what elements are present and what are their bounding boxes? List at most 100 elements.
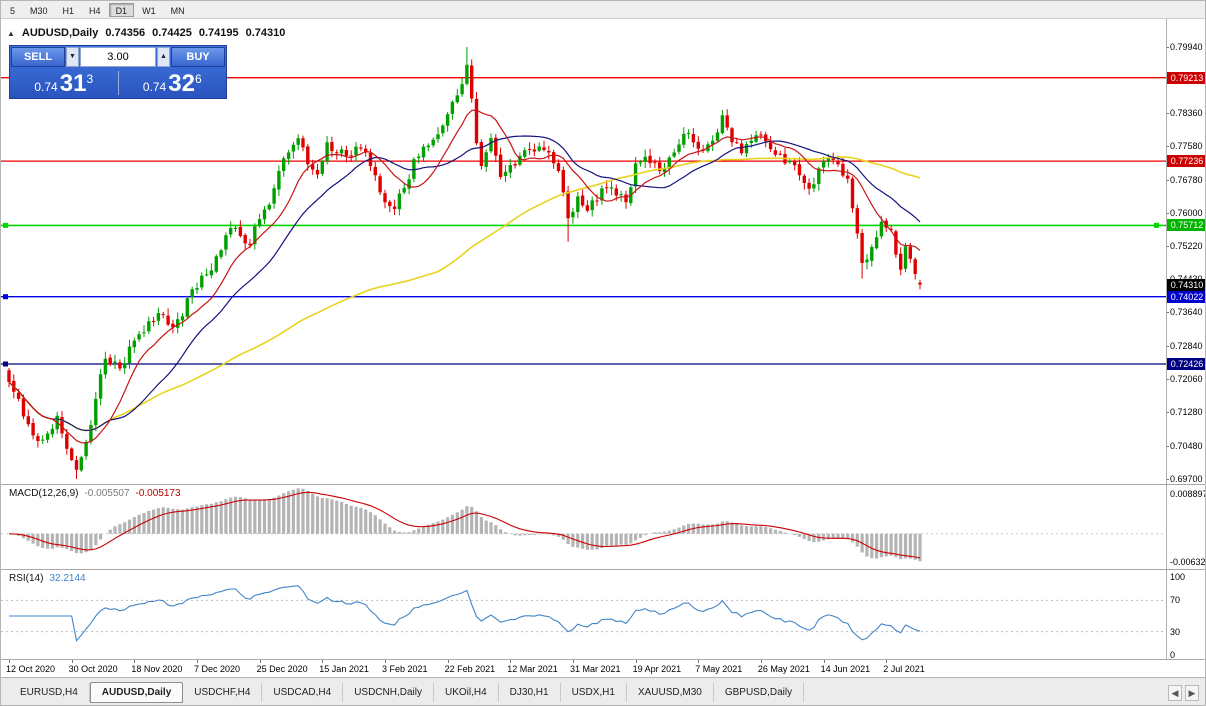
time-axis-tick (823, 660, 825, 663)
timeframe-button-w1[interactable]: W1 (142, 5, 156, 16)
price-axis-tick (1166, 113, 1169, 115)
volume-input[interactable] (80, 47, 156, 67)
price-axis-tick (1166, 46, 1169, 48)
price-axis-tick (1166, 478, 1169, 480)
price-axis-tick (1166, 212, 1169, 214)
price-axis-tick (1166, 411, 1169, 413)
chart-tab-audusd-daily[interactable]: AUDUSD,Daily (89, 682, 184, 703)
ohlc-high: 0.74425 (152, 27, 192, 39)
macd-signal-line (8, 491, 921, 559)
sell-price-point: 3 (86, 72, 94, 86)
time-axis-tick (698, 660, 700, 663)
timeframe-button-d1[interactable]: D1 (108, 2, 135, 17)
time-axis-tick (259, 660, 261, 663)
chart-tab-eurusd-h4[interactable]: EURUSD,H4 (9, 683, 90, 702)
price-level-badge: 0.77236 (1167, 155, 1205, 168)
time-axis-label: 7 Dec 2020 (193, 664, 241, 674)
time-axis-label: 3 Feb 2021 (381, 664, 428, 674)
price-axis-label: 0.76780 (1170, 174, 1203, 185)
timeframe-toolbar: 5 M30 H1 H4 D1 W1 MN (1, 1, 1205, 19)
price-axis-label: 0.70480 (1170, 440, 1203, 451)
tab-scroll-right-icon[interactable]: ▶ (1185, 685, 1199, 701)
chart-tab-usdchf-h4[interactable]: USDCHF,H4 (183, 683, 263, 702)
timeframe-button-h1[interactable]: H1 (62, 5, 75, 16)
main-chart-canvas[interactable] (1, 19, 1166, 484)
price-axis-tick (1166, 179, 1169, 181)
line-handle-left[interactable] (3, 361, 8, 367)
tab-scroll-left-icon[interactable]: ◀ (1168, 685, 1182, 701)
macd-axis-max-label: 0.008897 (1170, 489, 1206, 499)
time-axis-tick (196, 660, 198, 663)
chart-tab-usdcnh-daily[interactable]: USDCNH,Daily (343, 683, 434, 702)
chart-tab-gbpusd-daily[interactable]: GBPUSD,Daily (714, 683, 805, 702)
price-level-badge: 0.74022 (1167, 290, 1205, 303)
volume-decrease-button[interactable]: ▼ (66, 47, 79, 67)
sell-button[interactable]: SELL (11, 47, 65, 67)
chart-tab-dj30-h1[interactable]: DJ30,H1 (499, 683, 561, 702)
one-click-panel-toggle-icon[interactable]: ▲ (7, 28, 15, 38)
price-axis-tick (1166, 146, 1169, 148)
time-axis-tick (510, 660, 512, 663)
line-handle-left[interactable] (3, 222, 8, 228)
panel-splitter-macd[interactable] (1, 484, 1205, 485)
timeframe-button-mn[interactable]: MN (170, 5, 185, 16)
timeframe-button-5[interactable]: 5 (10, 5, 16, 16)
timeframe-button-m30[interactable]: M30 (30, 5, 48, 16)
buy-price-pips: 32 (168, 70, 195, 97)
price-axis-label: 0.77580 (1170, 141, 1203, 152)
rsi-value: 32.2144 (49, 573, 86, 584)
buy-price-point: 6 (194, 72, 202, 86)
price-axis-separator (1166, 19, 1167, 659)
rsi-title: RSI(14) (9, 573, 44, 584)
trade-panel-divider (117, 71, 119, 95)
one-click-trade-panel: SELL ▼ ▲ BUY 0.74 31 3 0.74 32 6 (9, 45, 227, 99)
sell-price-pips: 31 (59, 70, 87, 97)
chart-region: 0.799400.791600.783600.775800.767800.760… (1, 19, 1206, 677)
price-level-badge: 0.79213 (1167, 71, 1205, 84)
chart-tab-usdcad-h4[interactable]: USDCAD,H4 (262, 683, 344, 702)
macd-axis-min-label: -0.00632 (1170, 557, 1206, 567)
price-axis-label: 0.73640 (1170, 307, 1203, 318)
macd-indicator-label: MACD(12,26,9) -0.005507 -0.005173 (9, 488, 181, 499)
ohlc-open: 0.74356 (105, 27, 146, 39)
rsi-axis-label: 70 (1170, 595, 1181, 606)
moving-average-mid (8, 135, 921, 432)
time-axis[interactable]: 12 Oct 2020 30 Oct 2020 18 Nov 2020 7 Dec 2… (1, 660, 1166, 677)
rsi-axis-label: 0 (1170, 650, 1176, 660)
time-axis-label: 30 Oct 2020 (68, 664, 118, 674)
moving-average-slow (8, 156, 921, 432)
chart-tab-xauusd-m30[interactable]: XAUUSD,M30 (627, 683, 714, 702)
time-axis-tick (886, 660, 888, 663)
line-handle-right[interactable] (1154, 222, 1159, 228)
sell-price-display[interactable]: 0.74 31 3 (10, 68, 118, 98)
price-axis-tick (1166, 312, 1169, 314)
buy-price-display[interactable]: 0.74 32 6 (119, 68, 227, 98)
price-axis[interactable]: 0.799400.791600.783600.775800.767800.760… (1, 19, 1206, 677)
price-axis-label: 0.76000 (1170, 207, 1203, 218)
candlesticks (7, 47, 922, 479)
price-level-badge: 0.72426 (1167, 358, 1205, 371)
time-axis-label: 12 Mar 2021 (507, 664, 558, 674)
time-axis-label: 26 May 2021 (757, 664, 810, 674)
price-axis-label: 0.75220 (1170, 240, 1203, 251)
chart-tab-ukoil-h4[interactable]: UKOil,H4 (434, 683, 499, 702)
ohlc-low: 0.74195 (198, 27, 239, 39)
price-axis-tick (1166, 378, 1169, 380)
price-axis-tick (1166, 445, 1169, 447)
timeframe-button-h4[interactable]: H4 (89, 5, 101, 16)
price-axis-label: 0.72060 (1170, 373, 1203, 384)
line-handle-left[interactable] (3, 294, 8, 300)
price-axis-label: 0.69700 (1170, 473, 1203, 484)
chart-tab-usdx-h1[interactable]: USDX,H1 (561, 683, 627, 702)
panel-splitter-rsi[interactable] (1, 569, 1205, 570)
price-axis-label: 0.72840 (1170, 341, 1203, 352)
time-axis-tick (9, 660, 10, 663)
price-axis-label: 0.71280 (1170, 406, 1203, 417)
panel-splitter-time-axis[interactable] (1, 659, 1205, 660)
macd-panel-canvas[interactable] (1, 485, 1166, 569)
buy-button[interactable]: BUY (171, 47, 225, 67)
time-axis-tick (134, 660, 136, 663)
volume-increase-button[interactable]: ▲ (157, 47, 170, 67)
rsi-panel-canvas[interactable] (1, 570, 1166, 659)
